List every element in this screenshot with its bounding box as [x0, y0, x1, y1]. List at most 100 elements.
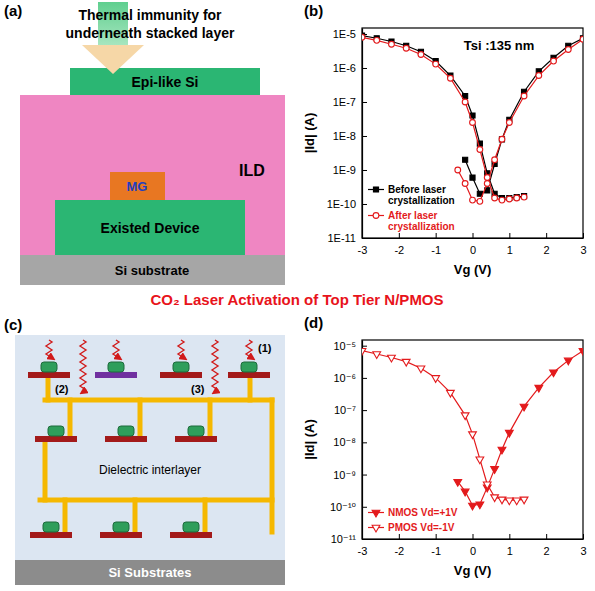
tick: 0	[470, 233, 476, 256]
data-point	[388, 355, 396, 362]
interconnect	[46, 378, 51, 400]
data-point	[498, 497, 506, 504]
tick-mark	[509, 233, 510, 238]
tick-label: 10⁻⁸	[333, 436, 356, 448]
data-point	[470, 175, 475, 180]
tick: 1E-11	[327, 232, 367, 244]
tick-label: -2	[394, 545, 404, 557]
tick-label: 1E-7	[333, 96, 356, 108]
text-line: crystallization	[388, 195, 455, 206]
data-point	[580, 36, 583, 42]
device	[173, 362, 189, 372]
data-point	[463, 157, 468, 162]
tick-label: 3	[580, 545, 586, 557]
tick-label: 10⁻¹⁰	[330, 501, 357, 513]
tick-mark	[473, 534, 474, 539]
data-point	[499, 197, 505, 203]
data-point	[564, 358, 572, 365]
device	[118, 426, 134, 436]
text-line: Thermal immunity for	[78, 7, 222, 23]
tick: 0	[470, 534, 476, 557]
data-point	[433, 61, 439, 67]
tick-mark	[399, 233, 400, 238]
device	[108, 362, 124, 372]
tick: 10⁻¹¹	[331, 533, 367, 545]
path-label: (1)	[258, 342, 272, 354]
device	[241, 362, 257, 372]
data-point	[362, 348, 366, 355]
layer-label: Dielectric interlayer	[99, 463, 201, 477]
tick: -2	[394, 233, 404, 256]
tick-mark	[583, 534, 584, 539]
series-line	[362, 37, 583, 201]
tick: 10⁻⁷	[334, 404, 367, 416]
y-axis: 10⁻¹¹10⁻¹⁰10⁻⁹10⁻⁸10⁻⁷10⁻⁶10⁻⁵	[330, 340, 367, 545]
laser-arrow	[113, 340, 119, 358]
layer-label: Epi-like Si	[132, 74, 199, 90]
device	[41, 362, 57, 372]
data-point	[498, 447, 506, 454]
device-pad	[105, 436, 147, 442]
data-point	[505, 498, 513, 505]
tick: 1E-8	[333, 130, 367, 142]
data-point	[448, 75, 454, 81]
path-label: (3)	[191, 383, 205, 395]
y-axis-title: |Id| (A)	[302, 419, 317, 460]
interconnect	[63, 500, 68, 532]
device	[43, 522, 59, 532]
data-point	[506, 120, 512, 126]
tick-mark	[399, 534, 400, 539]
tick-label: 1E-6	[333, 62, 356, 74]
data-point	[418, 52, 424, 58]
laser-arrow	[178, 340, 184, 358]
device-pad	[100, 532, 142, 538]
data-point	[417, 366, 425, 373]
interconnect	[270, 400, 275, 532]
interconnect	[208, 400, 213, 436]
annotation: Tsi :135 nm	[464, 38, 535, 53]
interconnect	[133, 500, 138, 532]
data-point	[462, 181, 468, 187]
data-point	[470, 197, 476, 203]
tick: -1	[431, 534, 441, 557]
y-axis: 1E-111E-101E-91E-81E-71E-61E-5	[327, 28, 367, 244]
x-axis-title: Vg (V)	[454, 563, 492, 578]
ild-layer	[20, 95, 285, 255]
plot-frame	[362, 28, 583, 238]
interconnect	[43, 442, 48, 500]
data-point	[461, 413, 469, 420]
device	[113, 522, 129, 532]
tick-mark	[546, 534, 547, 539]
device-pad	[35, 436, 77, 442]
tick-label: -3	[358, 545, 368, 557]
substrate-layer	[15, 560, 285, 585]
tick-label: 1E-11	[327, 232, 356, 244]
data-point	[432, 376, 440, 383]
tick-mark	[436, 534, 437, 539]
data-point	[469, 432, 477, 439]
tick-label: 10⁻⁶	[333, 372, 356, 384]
tick-label: 0	[470, 545, 476, 557]
device	[183, 522, 199, 532]
tick-mark	[583, 233, 584, 238]
tick-label: 2	[544, 545, 550, 557]
laser-arrow	[246, 340, 252, 358]
tick: 1	[507, 233, 513, 256]
data-point	[536, 73, 542, 79]
data-point	[565, 47, 571, 53]
tick: -2	[394, 534, 404, 557]
text-line: NMOS Vd=+1V	[388, 507, 458, 518]
axis-line	[362, 341, 363, 540]
x-axis: -3-2-10123	[358, 534, 587, 557]
tick: 1E-5	[333, 28, 367, 40]
layer-label: ILD	[239, 162, 265, 179]
tick-label: 3	[580, 244, 586, 256]
data-point	[403, 45, 409, 51]
tick-mark	[362, 102, 367, 103]
legend-label: Before lasercrystallization	[388, 184, 455, 206]
legend: Before lasercrystallizationAfter lasercr…	[368, 184, 455, 232]
y-axis-title: |Id| (A)	[302, 113, 317, 154]
legend-marker	[372, 525, 380, 532]
tick: 10⁻⁹	[333, 469, 367, 481]
device	[188, 426, 204, 436]
